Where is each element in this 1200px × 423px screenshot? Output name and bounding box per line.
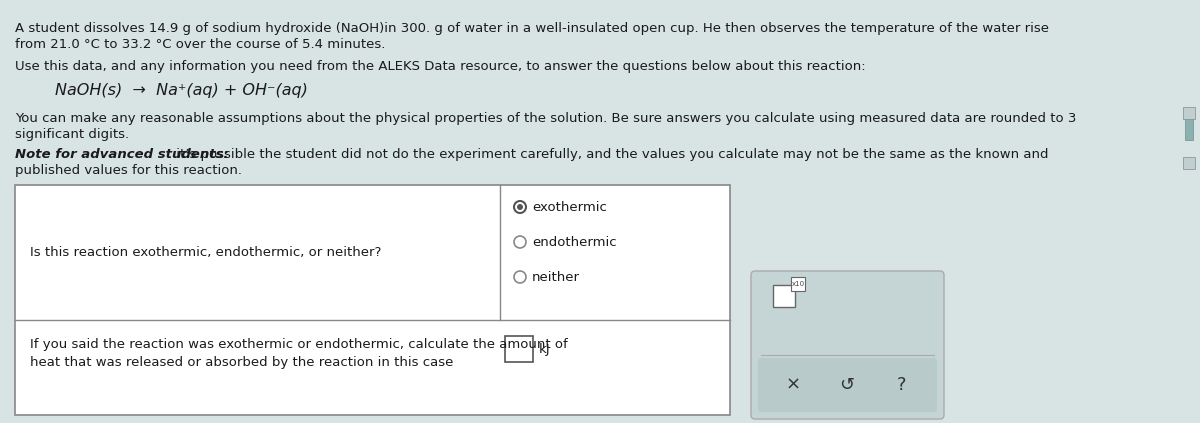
Bar (791, 277, 805, 291)
Text: neither: neither (532, 270, 580, 283)
Text: significant digits.: significant digits. (14, 128, 130, 141)
Text: You can make any reasonable assumptions about the physical properties of the sol: You can make any reasonable assumptions … (14, 112, 1076, 125)
Circle shape (514, 201, 526, 213)
FancyBboxPatch shape (758, 358, 937, 412)
Text: Use this data, and any information you need from the ALEKS Data resource, to ans: Use this data, and any information you n… (14, 60, 865, 73)
Text: ?: ? (898, 376, 907, 394)
Text: from 21.0 °C to 33.2 °C over the course of 5.4 minutes.: from 21.0 °C to 33.2 °C over the course … (14, 38, 385, 51)
Bar (1186, 110, 1193, 140)
Text: NaOH(s)  →  Na⁺(aq) + OH⁻(aq): NaOH(s) → Na⁺(aq) + OH⁻(aq) (55, 83, 308, 98)
Bar (505, 336, 533, 362)
Bar (773, 285, 796, 307)
Bar (14, 185, 730, 415)
Text: x10: x10 (792, 281, 804, 287)
FancyBboxPatch shape (751, 271, 944, 419)
Text: Note for advanced students:: Note for advanced students: (14, 148, 229, 161)
Text: ↺: ↺ (840, 376, 854, 394)
Circle shape (514, 271, 526, 283)
Text: it’s possible the student did not do the experiment carefully, and the values yo: it’s possible the student did not do the… (172, 148, 1049, 161)
Text: Is this reaction exothermic, endothermic, or neither?: Is this reaction exothermic, endothermic… (30, 246, 382, 259)
Text: heat that was released or absorbed by the reaction in this case: heat that was released or absorbed by th… (30, 356, 454, 369)
Circle shape (517, 204, 523, 210)
Text: kJ: kJ (539, 343, 551, 355)
Text: exothermic: exothermic (532, 201, 607, 214)
Text: A student dissolves 14.9 g of sodium hydroxide (NaOH)in 300. g of water in a wel: A student dissolves 14.9 g of sodium hyd… (14, 22, 1049, 35)
Circle shape (514, 236, 526, 248)
Bar (1183, 157, 1195, 169)
Text: If you said the reaction was exothermic or endothermic, calculate the amount of: If you said the reaction was exothermic … (30, 338, 568, 351)
Text: endothermic: endothermic (532, 236, 617, 248)
Bar (1183, 107, 1195, 119)
Text: published values for this reaction.: published values for this reaction. (14, 164, 242, 177)
Text: ×: × (786, 376, 800, 394)
